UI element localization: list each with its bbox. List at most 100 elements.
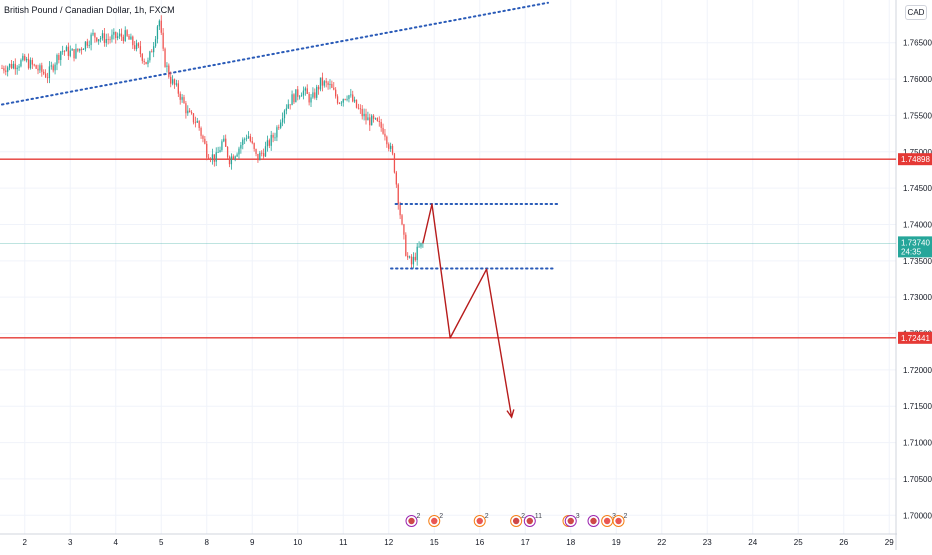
candle-body [109, 39, 111, 41]
candle-body [395, 172, 397, 185]
time-tick-label: 29 [885, 538, 894, 547]
event-marker-ca[interactable]: 2 [428, 513, 444, 527]
candle-body [58, 55, 60, 60]
candle-body [134, 45, 136, 50]
event-flag-icon [615, 517, 622, 525]
economic-events[interactable]: 2 2 2 2 11 3 3 2 [405, 513, 628, 527]
event-count: 2 [521, 513, 525, 520]
candle-body [135, 43, 138, 50]
candle-body [31, 60, 33, 65]
candle-body [44, 73, 47, 78]
candle-body [331, 84, 333, 88]
candle-body [405, 234, 407, 256]
candle-body [352, 94, 354, 102]
candle-body [145, 61, 147, 65]
candle-body [107, 38, 109, 40]
candle-body [247, 136, 250, 139]
candle-body [7, 67, 9, 72]
candle-body [90, 34, 92, 45]
candle-body [192, 113, 195, 123]
candle-body [240, 144, 242, 149]
price-tick-label: 1.71000 [903, 439, 932, 448]
candle-body [234, 156, 236, 160]
event-marker-gb[interactable]: 2 [405, 513, 421, 527]
event-marker-gb[interactable]: 11 [523, 513, 542, 527]
candle-body [3, 68, 5, 71]
time-tick-label: 19 [612, 538, 621, 547]
candle-body [130, 36, 132, 40]
candle-body [171, 79, 174, 84]
candle-body [285, 108, 288, 111]
candle-body [124, 30, 126, 41]
candle-body [5, 70, 7, 72]
candle-body [175, 83, 178, 85]
candle-body [43, 71, 45, 74]
candle-body [84, 41, 87, 50]
event-marker-gb[interactable]: 3 [564, 513, 580, 527]
candle-body [14, 63, 16, 70]
candle-body [274, 137, 276, 139]
candle-body [204, 138, 206, 144]
candle-body [355, 99, 358, 108]
time-tick-label: 16 [475, 538, 484, 547]
time-tick-label: 3 [68, 538, 73, 547]
candle-body [361, 108, 363, 117]
candle-body [314, 92, 316, 98]
event-flag-icon [476, 517, 483, 525]
candle-body [132, 36, 134, 46]
event-flag-icon [512, 517, 520, 525]
candle-body [295, 89, 297, 103]
candle-body [369, 117, 371, 126]
candle-body [18, 66, 20, 68]
candle-body [289, 104, 291, 106]
candle-body [329, 84, 331, 86]
time-tick-label: 11 [339, 538, 348, 547]
candle-body [48, 66, 51, 79]
candle-body [281, 118, 284, 123]
candle-body [65, 46, 68, 52]
time-tick-label: 26 [839, 538, 848, 547]
candle-body [264, 146, 267, 157]
time-tick-label: 9 [250, 538, 255, 547]
candle-body [291, 94, 293, 106]
event-flag-icon [526, 517, 533, 525]
currency-button[interactable]: CAD [905, 5, 927, 20]
candle-body [37, 68, 39, 71]
candle-body [73, 49, 75, 59]
event-marker-mixed[interactable]: 2 [510, 513, 526, 527]
candle-body [340, 102, 343, 104]
candle-body [54, 64, 56, 71]
level-price-label: 1.72441 [901, 334, 930, 343]
price-tick-label: 1.75500 [903, 111, 932, 120]
candle-body [77, 48, 79, 51]
event-marker-ca[interactable]: 2 [473, 513, 489, 527]
candle-body [60, 51, 62, 60]
candle-body [158, 20, 161, 27]
candle-body [414, 256, 416, 261]
time-tick-label: 5 [159, 538, 164, 547]
projection-path [422, 203, 513, 418]
candle-body [308, 93, 310, 103]
candle-body [386, 136, 388, 145]
price-axis[interactable]: 1.76500 1.76000 1.75500 1.75000 1.74500 1.740… [897, 0, 932, 550]
candle-body [118, 33, 121, 37]
candle-body [306, 88, 308, 94]
candle-body [149, 51, 151, 61]
time-axis[interactable]: 2 3 4 5 8 9 10 11 12 15 16 17 18 19 22 23 24 25 26 29 [23, 538, 895, 547]
level-price-label: 1.74898 [901, 155, 930, 164]
candle-body [268, 140, 270, 146]
candle-body [418, 246, 420, 248]
candle-body [88, 44, 90, 46]
event-marker-ca[interactable]: 2 [612, 513, 628, 527]
candle-body [103, 33, 106, 43]
candle-body [139, 46, 142, 54]
candle-body [272, 134, 274, 138]
event-marker-gb[interactable] [587, 515, 600, 527]
candle-body [33, 64, 35, 66]
time-tick-label: 12 [384, 538, 393, 547]
price-tick-label: 1.74000 [903, 220, 932, 229]
candle-body [317, 86, 320, 90]
symbol-title: British Pound / Canadian Dollar, 1h, FXC… [4, 5, 175, 15]
